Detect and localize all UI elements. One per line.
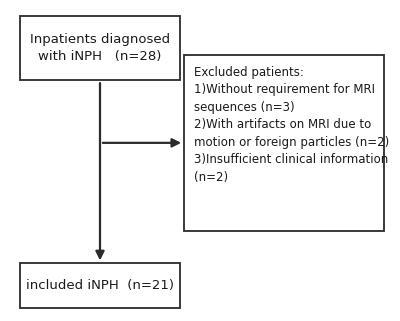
FancyBboxPatch shape bbox=[20, 263, 180, 308]
Text: Excluded patients:
1)Without requirement for MRI
sequences (n=3)
2)With artifact: Excluded patients: 1)Without requirement… bbox=[194, 66, 389, 184]
FancyBboxPatch shape bbox=[20, 16, 180, 80]
Text: included iNPH  (n=21): included iNPH (n=21) bbox=[26, 279, 174, 292]
Text: Inpatients diagnosed
with iNPH   (n=28): Inpatients diagnosed with iNPH (n=28) bbox=[30, 33, 170, 63]
FancyBboxPatch shape bbox=[184, 55, 384, 231]
